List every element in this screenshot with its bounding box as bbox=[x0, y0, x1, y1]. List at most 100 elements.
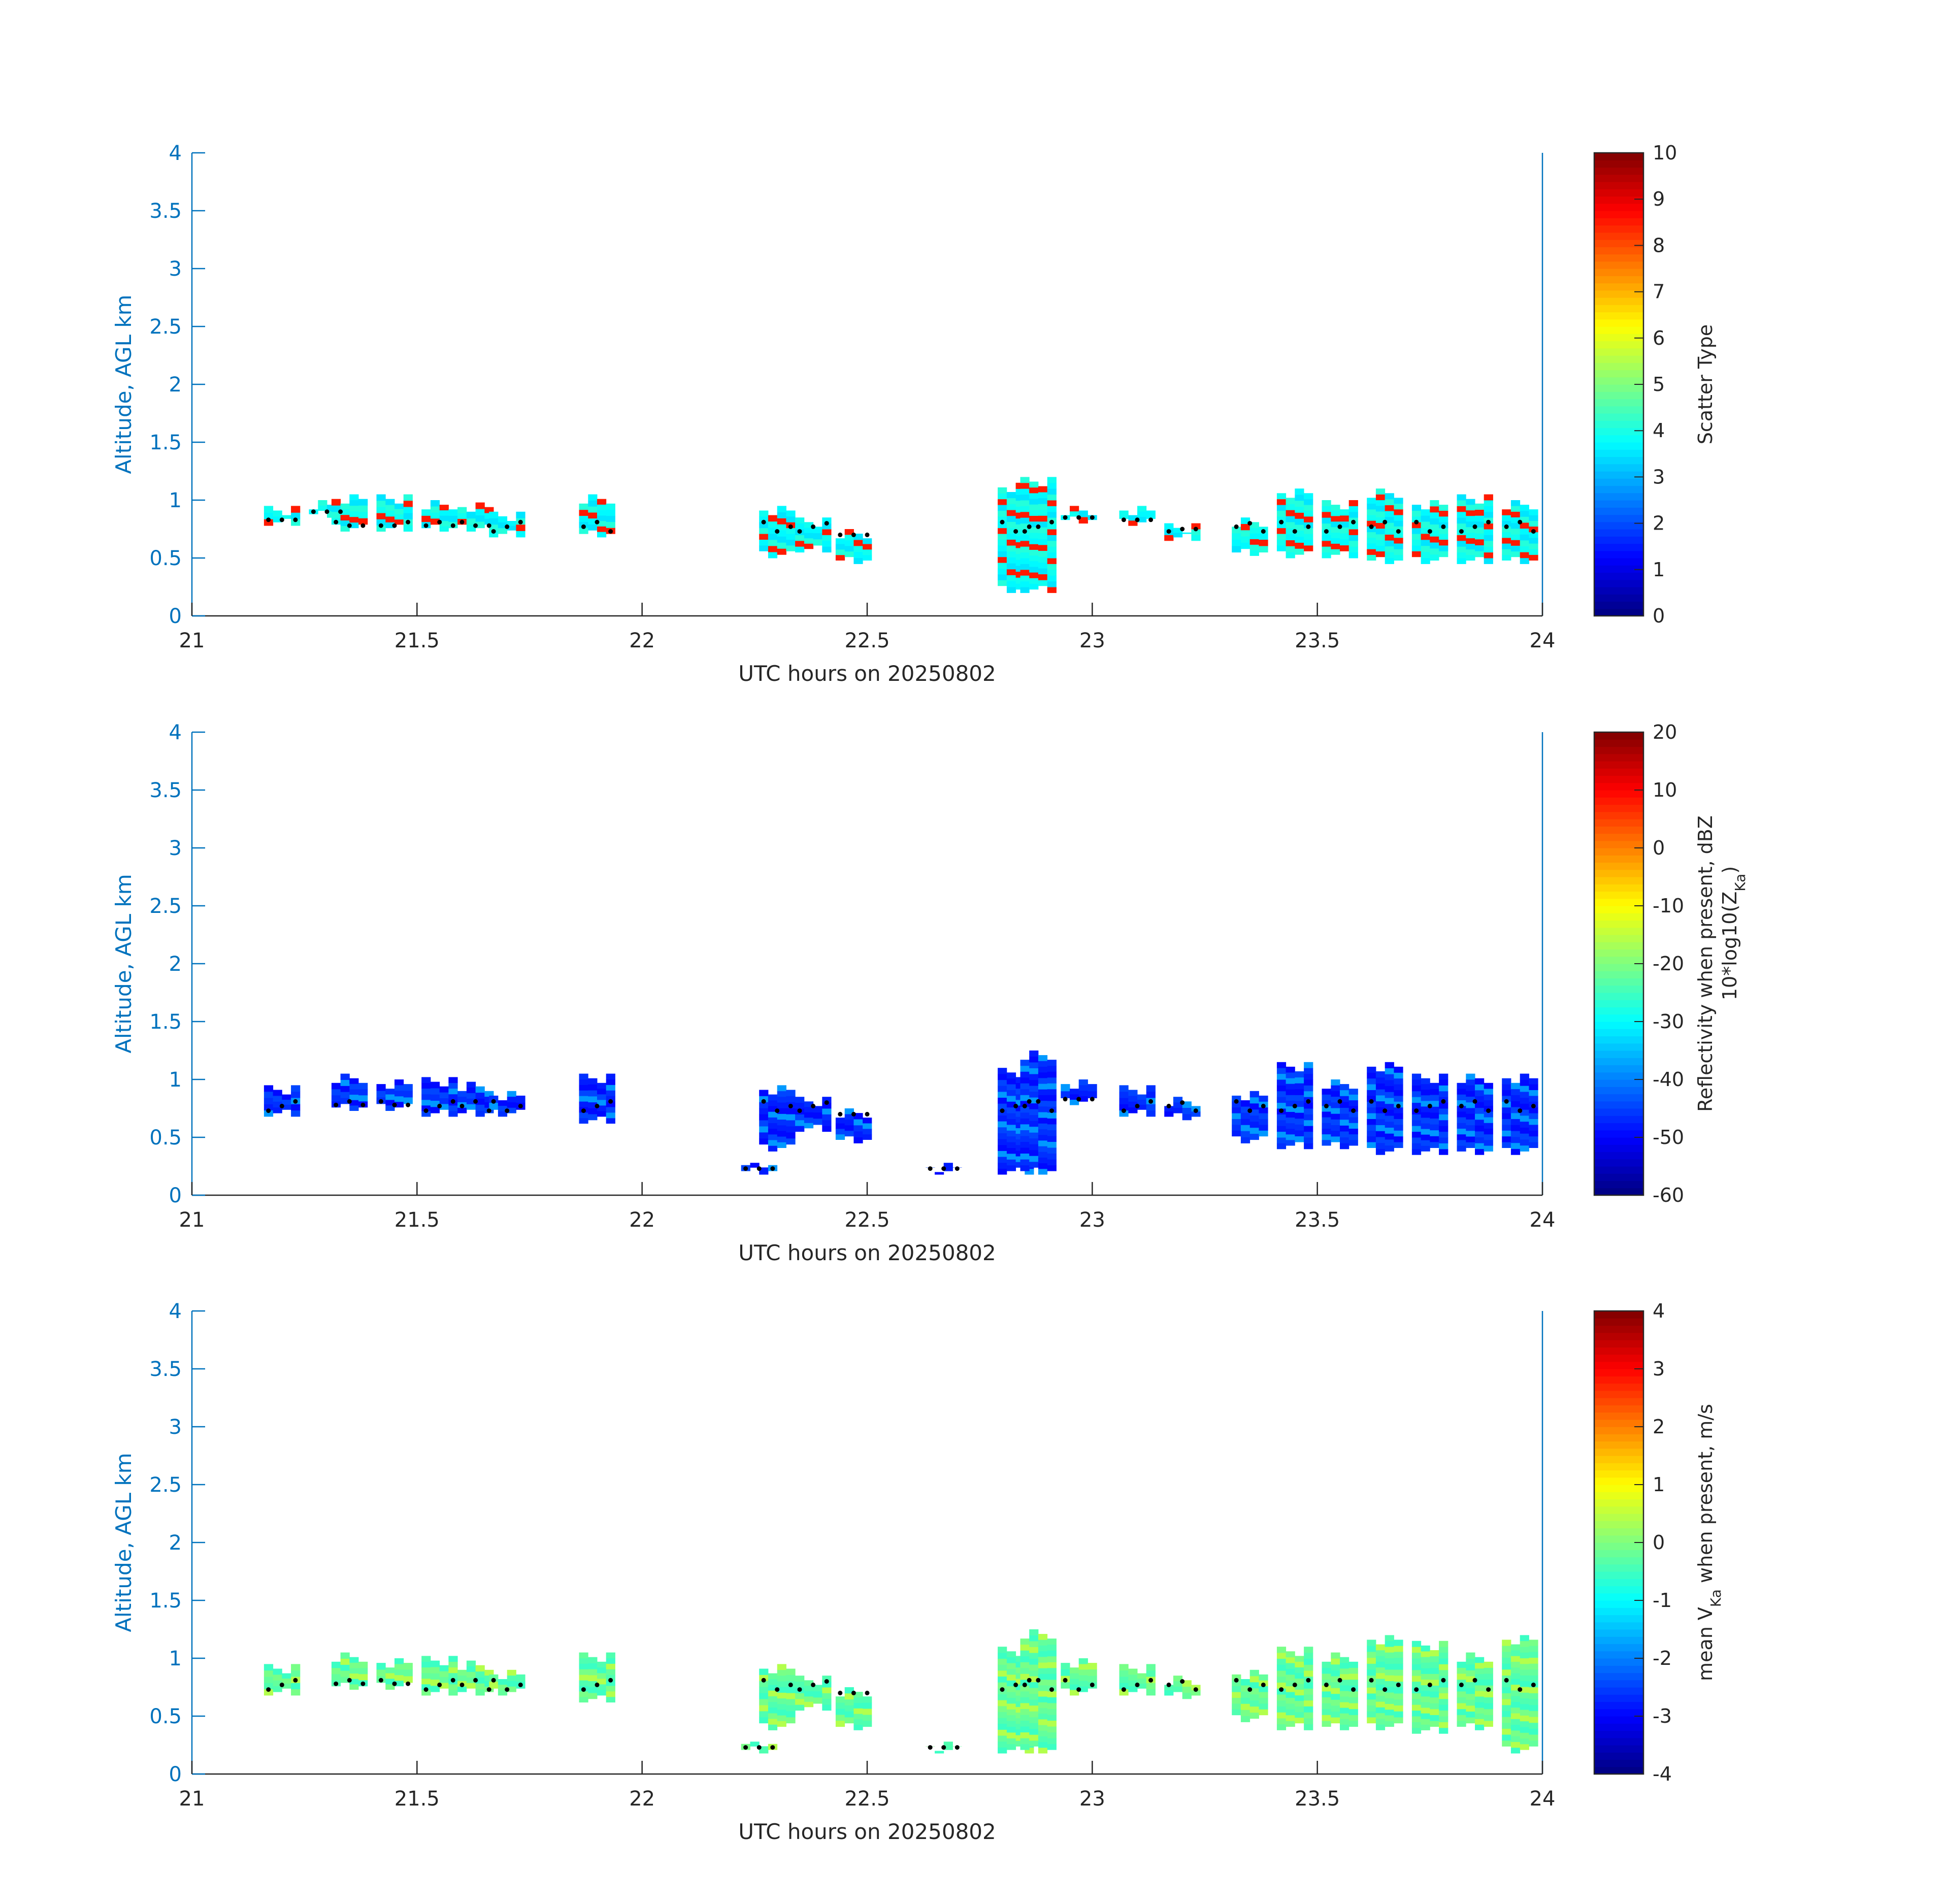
heatmap-cell bbox=[1510, 1142, 1521, 1149]
heatmap-cell bbox=[998, 1157, 1007, 1163]
heatmap-cell bbox=[1340, 1657, 1349, 1663]
heatmap-cell bbox=[1038, 1645, 1048, 1652]
heatmap-cell bbox=[822, 1126, 832, 1132]
heatmap-cell bbox=[1510, 1696, 1521, 1702]
heatmap-cell bbox=[1510, 1724, 1521, 1731]
colorbar-band bbox=[1594, 514, 1643, 522]
trace-point bbox=[811, 524, 816, 529]
heatmap-cell bbox=[1038, 550, 1048, 557]
heatmap-cell bbox=[795, 1102, 805, 1109]
heatmap-cell bbox=[1295, 500, 1304, 507]
heatmap-cell bbox=[1411, 1114, 1422, 1121]
heatmap-cell bbox=[475, 1086, 485, 1093]
heatmap-cell bbox=[1520, 1658, 1529, 1664]
heatmap-cell bbox=[1510, 1656, 1521, 1662]
heatmap-cell bbox=[1520, 510, 1529, 517]
heatmap-cell bbox=[1088, 1084, 1097, 1092]
heatmap-cell bbox=[1038, 504, 1048, 510]
heatmap-cell bbox=[1164, 1690, 1174, 1696]
trace-point bbox=[941, 1745, 946, 1750]
trace-point bbox=[1013, 529, 1018, 534]
trace-point bbox=[1369, 1099, 1374, 1104]
heatmap-cell bbox=[1038, 1730, 1048, 1736]
heatmap-cell bbox=[777, 536, 786, 543]
heatmap-cell bbox=[291, 1091, 301, 1098]
heatmap-cell bbox=[579, 515, 588, 522]
heatmap-cell bbox=[358, 505, 368, 512]
trace-point bbox=[450, 1678, 455, 1683]
heatmap-cell bbox=[1475, 1102, 1485, 1108]
heatmap-cell bbox=[579, 1658, 588, 1664]
heatmap-cell bbox=[1520, 1721, 1529, 1727]
heatmap-cell bbox=[853, 540, 863, 546]
heatmap-cell bbox=[1466, 1142, 1475, 1148]
heatmap-cell bbox=[349, 1684, 359, 1690]
heatmap-cell bbox=[1385, 1675, 1394, 1681]
heatmap-cell bbox=[1529, 1657, 1538, 1664]
heatmap-cell bbox=[597, 1678, 607, 1685]
colorbar-band bbox=[1594, 1579, 1643, 1587]
heatmap-cell bbox=[1340, 515, 1349, 522]
heatmap-cell bbox=[1510, 1707, 1521, 1714]
heatmap-cell bbox=[804, 1701, 814, 1708]
heatmap-cell bbox=[394, 1669, 404, 1676]
heatmap-cell bbox=[1295, 1130, 1304, 1136]
trace-point bbox=[1337, 1099, 1342, 1104]
heatmap-cell bbox=[1295, 1689, 1304, 1696]
heatmap-cell bbox=[1259, 1674, 1268, 1681]
trace-point bbox=[437, 519, 442, 524]
trace-point bbox=[347, 1099, 352, 1104]
colorbar-band bbox=[1594, 420, 1643, 429]
colorbar-band bbox=[1594, 956, 1643, 964]
heatmap-cell bbox=[1520, 1145, 1529, 1152]
heatmap-cell bbox=[1029, 533, 1039, 539]
colorbar-band bbox=[1594, 826, 1643, 834]
heatmap-cell bbox=[1304, 1682, 1313, 1689]
heatmap-cell bbox=[1529, 1663, 1538, 1670]
colorbar-band bbox=[1594, 449, 1643, 457]
colorbar-tick-label: 1 bbox=[1653, 559, 1665, 581]
heatmap-cell bbox=[804, 1101, 814, 1107]
trace-point bbox=[788, 1103, 793, 1108]
heatmap-cell bbox=[750, 1742, 760, 1747]
y-axis-label: Altitude, AGL km bbox=[111, 874, 136, 1053]
heatmap-cell bbox=[1502, 554, 1511, 561]
heatmap-cell bbox=[1475, 1657, 1485, 1663]
heatmap-cell bbox=[1249, 544, 1259, 550]
heatmap-cell bbox=[1240, 1716, 1250, 1722]
trace-point bbox=[838, 1690, 843, 1695]
heatmap-cell bbox=[1295, 488, 1304, 495]
heatmap-cell bbox=[804, 1112, 814, 1118]
trace-point bbox=[473, 1678, 478, 1683]
heatmap-cell bbox=[1421, 1701, 1430, 1708]
heatmap-cell bbox=[1047, 1638, 1057, 1645]
trace-point bbox=[954, 1166, 960, 1171]
heatmap-cell bbox=[1375, 1679, 1386, 1685]
heatmap-cell bbox=[1322, 1105, 1331, 1112]
heatmap-cell bbox=[1348, 1691, 1358, 1697]
heatmap-cell bbox=[1520, 528, 1529, 535]
heatmap-cell bbox=[1038, 498, 1048, 504]
heatmap-cell bbox=[1276, 493, 1287, 500]
heatmap-cell bbox=[439, 1086, 449, 1093]
heatmap-cell bbox=[1510, 1095, 1521, 1101]
heatmap-cell bbox=[1182, 1101, 1192, 1108]
heatmap-cell bbox=[1259, 1703, 1268, 1710]
heatmap-cell bbox=[439, 515, 449, 521]
heatmap-cell bbox=[1304, 1062, 1313, 1068]
colorbar-band bbox=[1594, 464, 1643, 472]
heatmap-cell bbox=[1038, 1719, 1048, 1725]
heatmap-cell bbox=[331, 1082, 341, 1090]
trace-point bbox=[865, 1690, 870, 1695]
heatmap-cell bbox=[1421, 521, 1430, 528]
heatmap-cell bbox=[1367, 1663, 1376, 1670]
heatmap-cell bbox=[1340, 533, 1349, 540]
heatmap-cell bbox=[1020, 575, 1030, 582]
colorbar-band bbox=[1594, 1376, 1643, 1384]
heatmap-cell bbox=[835, 1128, 845, 1135]
heatmap-cell bbox=[1385, 1068, 1394, 1074]
colorbar-label: Scatter Type bbox=[1694, 324, 1717, 444]
heatmap-cell bbox=[1322, 1709, 1331, 1715]
heatmap-cell bbox=[1475, 527, 1485, 534]
colorbar-band bbox=[1594, 558, 1643, 566]
